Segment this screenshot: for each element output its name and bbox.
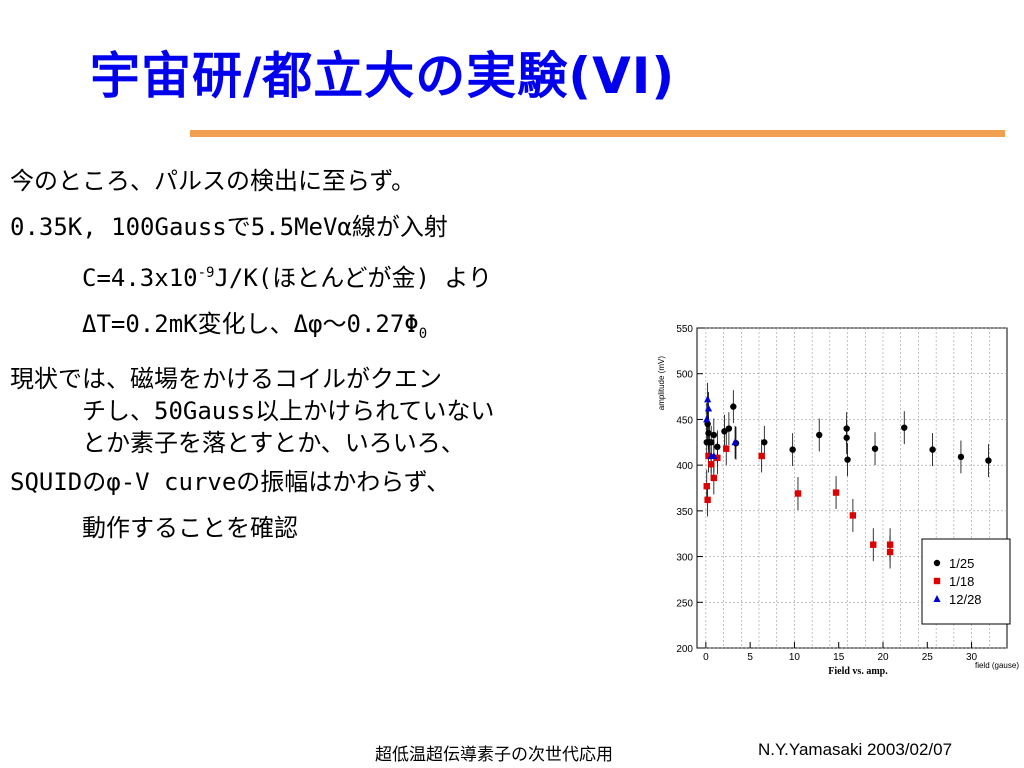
field-vs-amp-chart: 0 5 10 15 20 25 30 200 250 300 350 400 450 500 550 amp…: [657, 324, 1019, 677]
data-point: [705, 429, 712, 437]
y-tick-label: 500: [676, 370, 693, 381]
slide-body: 今のところ、パルスの検出に至らず。 0.35K, 100Gaussで5.5MeV…: [10, 158, 660, 551]
y-tick-label: 450: [676, 415, 693, 426]
x-tick-label: 15: [833, 652, 845, 663]
chart-legend: 1/25 1/18 12/28: [921, 538, 1011, 625]
legend-marker: [933, 595, 941, 602]
data-point: [725, 425, 733, 432]
body-line-2: 0.35K, 100Gaussで5.5MeVα線が入射: [10, 213, 448, 241]
data-point: [703, 415, 711, 423]
data-point: [789, 446, 796, 453]
data-point: [901, 424, 908, 431]
data-point: [710, 452, 718, 459]
data-point: [714, 443, 721, 451]
data-point: [849, 512, 857, 519]
legend-label: 12/28: [949, 592, 982, 607]
flux-quantum-subscript: 0: [418, 325, 428, 342]
x-tick-label: 10: [789, 652, 801, 663]
body-line-6: チし、50Gauss以上かけられていない: [82, 396, 495, 425]
data-point: [730, 403, 737, 410]
legend-marker: [933, 577, 941, 585]
y-tick-label: 250: [676, 598, 693, 609]
data-point: [816, 431, 823, 439]
body-line-5: 現状では、磁場をかけるコイルがクエン: [10, 364, 442, 393]
data-point: [985, 457, 992, 464]
legend-label: 1/25: [949, 556, 974, 571]
data-point: [843, 434, 850, 441]
data-point: [704, 404, 713, 412]
data-point: [710, 474, 718, 482]
data-point: [703, 482, 710, 490]
data-point: [707, 439, 715, 446]
data-points: [703, 395, 992, 556]
data-point: [886, 541, 894, 548]
y-axis-title: amplitude (mV): [657, 356, 666, 411]
data-point: [704, 395, 712, 403]
y-tick-label: 350: [676, 507, 693, 518]
y-tick-label: 200: [676, 644, 693, 655]
body-line-8: SQUIDのφ-V curveの振幅はかわらず、: [10, 467, 451, 496]
data-point: [929, 446, 936, 453]
x-tick-label: 25: [922, 652, 934, 663]
chart-title: Field vs. amp.: [828, 666, 888, 677]
footer-talk-title: 超低温超伝導素子の次世代応用: [375, 745, 613, 765]
y-tick-label: 300: [676, 553, 693, 564]
x-tick-label: 20: [877, 652, 889, 663]
footer-author-date: N.Y.Yamasaki 2003/02/07: [758, 740, 953, 759]
slide-title: 宇宙研/都立大の実験(VI): [90, 47, 676, 105]
data-point: [731, 438, 739, 446]
title-underline: [190, 130, 1005, 137]
heat-capacity-unit-text: J/K(ほとんどが金) より: [214, 264, 492, 292]
body-line-7: とか素子を落とすとか、いろいろ、: [82, 428, 465, 457]
legend-marker: [933, 559, 941, 567]
y-tick-label: 550: [676, 324, 693, 335]
data-point: [871, 445, 879, 452]
data-point: [707, 461, 715, 468]
data-point: [704, 496, 711, 504]
body-line-3: C=4.3x10-9J/K(ほとんどが金) より: [10, 250, 660, 301]
x-tick-label: 30: [966, 652, 978, 663]
data-point: [870, 541, 877, 548]
axis-ticks: 0 5 10 15 20 25 30 200 250 300 350 400 450 500 550: [676, 324, 977, 663]
body-line-9: 動作することを確認: [82, 513, 298, 542]
heat-capacity-text: C=4.3x10: [82, 264, 198, 292]
data-point: [957, 453, 965, 461]
grid-lines: [697, 327, 1007, 649]
data-point: [723, 445, 730, 452]
data-point: [843, 425, 850, 432]
data-point: [714, 454, 721, 462]
x-tick-label: 5: [747, 652, 753, 663]
data-point: [886, 548, 894, 556]
data-point: [794, 490, 802, 497]
data-point: [710, 431, 718, 439]
x-tick-label: 0: [703, 652, 709, 663]
body-line-4: ΔT=0.2mK変化し、Δφ～0.27Φ0: [10, 301, 660, 357]
data-point: [844, 456, 851, 463]
heat-capacity-exponent: -9: [197, 265, 215, 281]
legend-label: 1/18: [949, 574, 974, 589]
x-axis-title: field (gause): [975, 661, 1019, 670]
delta-t-text: ΔT=0.2mK変化し、Δφ～0.27Φ: [82, 310, 419, 338]
data-point: [758, 452, 765, 460]
body-line-1: 今のところ、パルスの検出に至らず。: [10, 167, 416, 195]
y-tick-label: 400: [676, 461, 693, 472]
data-point: [832, 489, 840, 496]
data-point: [705, 452, 712, 460]
data-point: [761, 439, 768, 446]
